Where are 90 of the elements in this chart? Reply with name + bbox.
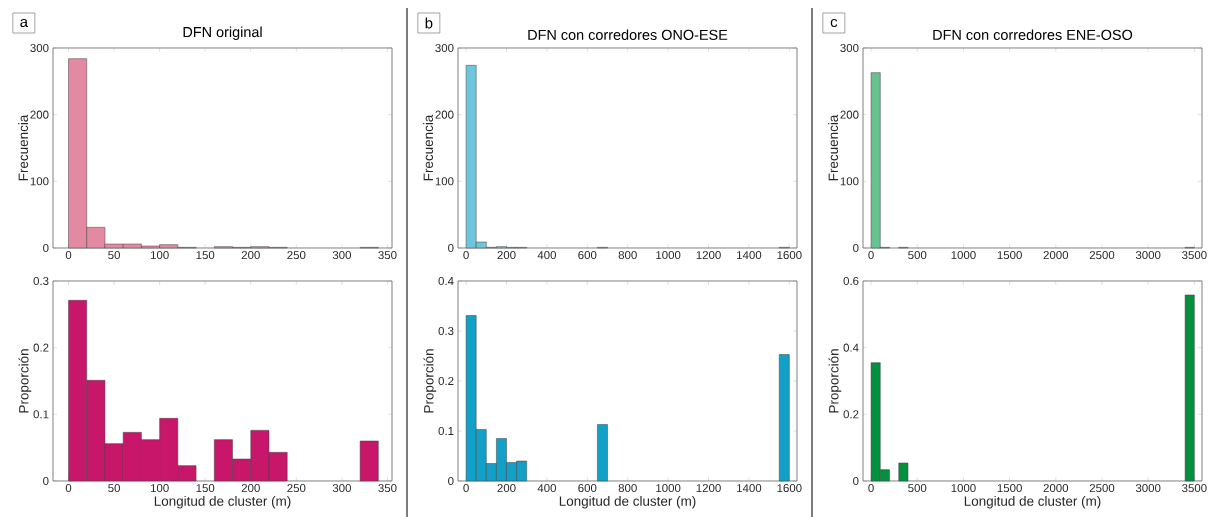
y-tick-label: 0.2 [438, 376, 454, 386]
x-tick-label: 1500 [997, 484, 1022, 493]
y-tick-label: 0.4 [438, 276, 454, 286]
x-tick-label: 600 [578, 251, 597, 260]
y-tick-label: 0.6 [843, 276, 859, 286]
y-tick-label: 200 [30, 110, 49, 119]
x-tick-label: 250 [287, 251, 306, 260]
x-tick-label: 200 [497, 251, 516, 260]
x-tick-label: 1600 [777, 251, 802, 260]
text: a [20, 18, 29, 28]
x-tick-label: 100 [150, 484, 169, 493]
x-tick-label: 0 [463, 251, 469, 260]
y-tick-label: 300 [840, 43, 859, 53]
y-tick-label: 0 [43, 243, 49, 253]
x-tick-label: 350 [378, 251, 397, 260]
y-tick-label: 100 [840, 177, 859, 186]
x-tick-label: 3500 [1182, 484, 1207, 493]
y-tick-label: 0.2 [843, 410, 859, 419]
x-tick-label: 1600 [777, 484, 802, 493]
x-tick-label: 1400 [737, 484, 762, 493]
x-tick-label: 200 [241, 251, 260, 260]
y-tick-label: 0.3 [438, 326, 454, 336]
y-tick-label: 0 [448, 476, 454, 486]
x-tick-label: 1000 [951, 251, 976, 260]
x-tick-label: 3500 [1182, 251, 1207, 260]
y-tick-label: 0.4 [843, 343, 859, 352]
y-tick-label: 0 [43, 476, 49, 486]
x-tick-label: 1200 [696, 251, 721, 260]
y-tick-label: 100 [435, 177, 454, 186]
x-tick-label: 400 [537, 484, 557, 493]
x-tick-label: 250 [287, 484, 306, 493]
x-tick-label: 3000 [1135, 251, 1161, 260]
text: c [830, 18, 838, 28]
x-tick-label: 150 [196, 251, 215, 260]
y-tick-label: 0 [853, 476, 859, 486]
x-tick-label: 400 [537, 251, 557, 260]
y-tick-label: 100 [30, 177, 49, 186]
chart-title: DFN con corredores ONO-ESE [528, 29, 728, 40]
x-tick-label: 100 [150, 251, 169, 260]
y-tick-label: 0.1 [438, 426, 454, 436]
y-tick-label: 200 [840, 110, 859, 119]
x-tick-label: 500 [908, 251, 927, 260]
x-tick-label: 1500 [997, 251, 1022, 260]
x-tick-label: 150 [196, 484, 215, 493]
x-axis-title: Longitud de cluster (m) [964, 495, 1101, 509]
y-tick-label: 200 [435, 110, 454, 119]
x-tick-label: 50 [108, 251, 120, 260]
y-axis-title: Proporción [423, 349, 437, 413]
x-tick-label: 3000 [1135, 484, 1161, 493]
x-tick-label: 600 [578, 484, 597, 493]
x-tick-label: 800 [618, 251, 637, 260]
x-tick-label: 2500 [1089, 251, 1115, 260]
x-tick-label: 500 [908, 484, 927, 493]
x-tick-label: 200 [497, 484, 516, 493]
x-tick-label: 0 [868, 251, 874, 260]
x-tick-label: 1000 [656, 484, 681, 493]
x-axis-title: Longitud de cluster (m) [559, 495, 696, 509]
x-tick-label: 300 [332, 251, 351, 260]
chart-title: DFN con corredores ENE-OSO [933, 29, 1133, 40]
y-axis-title: Frecuencia [828, 114, 839, 181]
x-axis-title: Longitud de cluster (m) [154, 495, 291, 509]
x-tick-label: 1000 [951, 484, 976, 493]
y-tick-label: 0.2 [33, 343, 49, 352]
y-tick-label: 0.3 [33, 276, 49, 286]
x-tick-label: 200 [241, 484, 260, 493]
x-tick-label: 1200 [696, 484, 721, 493]
x-tick-label: 0 [65, 484, 72, 493]
x-tick-label: 2500 [1089, 484, 1115, 493]
x-tick-label: 1000 [656, 251, 681, 260]
x-tick-label: 300 [332, 484, 351, 493]
y-axis-title: Frecuencia [18, 114, 29, 181]
y-axis-title: Frecuencia [423, 114, 434, 181]
x-tick-label: 0 [463, 484, 469, 493]
x-tick-label: 800 [618, 484, 637, 493]
x-tick-label: 350 [378, 484, 397, 493]
x-tick-label: 0 [868, 484, 874, 493]
chart-title: DFN original [183, 26, 262, 40]
x-tick-label: 50 [108, 484, 120, 493]
text: b [425, 17, 433, 29]
y-tick-label: 300 [30, 43, 49, 53]
y-axis-title: Proporción [828, 349, 842, 413]
x-tick-label: 0 [65, 251, 72, 260]
y-tick-label: 300 [435, 43, 454, 53]
y-axis-title: Proporción [18, 349, 32, 413]
x-tick-label: 2000 [1043, 251, 1069, 260]
y-tick-label: 0 [853, 243, 859, 253]
x-tick-label: 1400 [737, 251, 762, 260]
y-tick-label: 0 [448, 243, 454, 253]
y-tick-label: 0.1 [33, 410, 49, 419]
x-tick-label: 2000 [1043, 484, 1069, 493]
